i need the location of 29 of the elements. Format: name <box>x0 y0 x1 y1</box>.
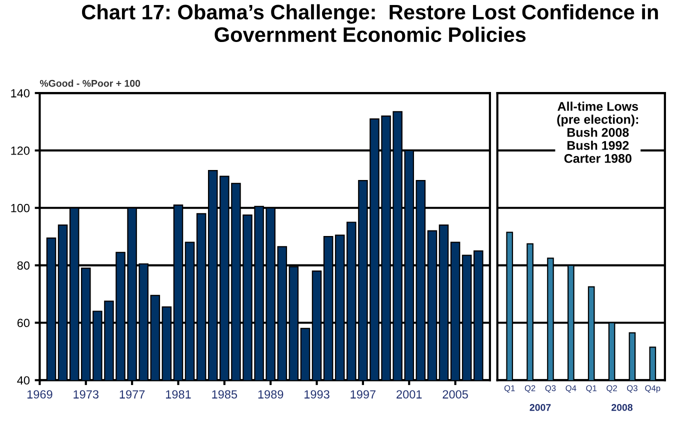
x-tick-label: 1981 <box>166 390 191 399</box>
x-tick-label: Q2 <box>524 385 536 393</box>
y-tick-label: 140 <box>11 89 30 98</box>
y-axis-title: %Good - %Poor + 100 <box>40 80 140 87</box>
x-tick-label: Q3 <box>627 385 638 393</box>
y-tick-label: 40 <box>17 376 30 385</box>
x-tick-label: Q2 <box>606 385 617 393</box>
annotation: All-time Lows (pre election): Bush 2008 Bush 1992 Carter 1980 <box>557 102 638 163</box>
x-tick-label: Q3 <box>545 385 556 393</box>
y-tick-label: 100 <box>11 204 30 212</box>
text: 2007 <box>530 404 551 411</box>
y-tick-label: 80 <box>17 261 30 270</box>
x-tick-label: 1997 <box>350 390 376 399</box>
x-tick-label: 1977 <box>120 390 145 399</box>
x-tick-label: 2005 <box>442 390 468 399</box>
x-tick-label: Q1 <box>504 385 515 393</box>
y-tick-label: 120 <box>11 146 30 155</box>
x-tick-label: Q1 <box>586 385 597 393</box>
x-tick-label: 1989 <box>258 390 284 399</box>
x-tick-label: Q4p <box>645 385 660 393</box>
x-tick-label: 1993 <box>304 390 330 399</box>
x-tick-label: 1985 <box>212 390 238 399</box>
y-tick-label: 60 <box>17 318 30 328</box>
x-tick-label: 2001 <box>396 390 422 399</box>
chart-title: Chart 17: Obama’s Challenge: Restore Lost Confidence in Government Economic Policies <box>82 4 658 42</box>
x-tick-label: Q4 <box>566 385 576 393</box>
text: 2008 <box>612 404 633 411</box>
x-tick-label: 1969 <box>27 390 52 399</box>
x-tick-label: 1973 <box>74 390 98 399</box>
